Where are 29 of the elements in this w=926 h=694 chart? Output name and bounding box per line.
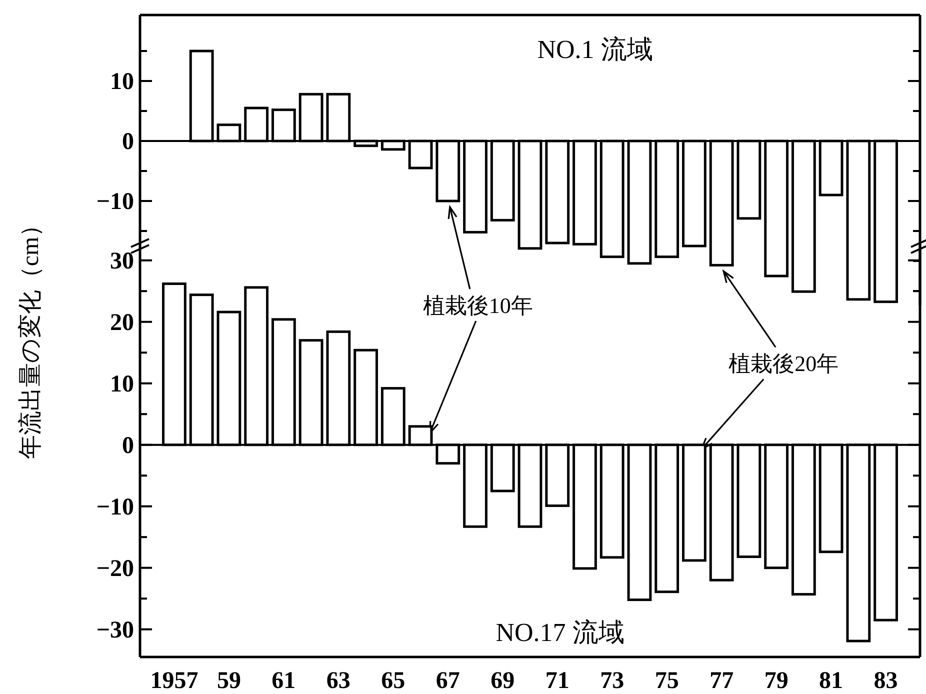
y-tick-label: 10: [110, 69, 134, 95]
y-tick-label: 30: [110, 248, 134, 274]
text: NO.17 流域: [496, 618, 624, 647]
x-tick-label: 71: [545, 668, 570, 694]
x-tick-label: 63: [326, 668, 350, 694]
x-tick-label: 79: [764, 668, 788, 694]
x-tick-label: 75: [654, 668, 679, 694]
x-tick-label: 59: [216, 668, 241, 694]
y-axis-title: 年流出量の変化（cm）: [17, 212, 44, 460]
y-tick-label: −10: [96, 494, 134, 520]
y-tick-label: 0: [122, 432, 134, 459]
x-tick-label: 67: [436, 668, 460, 694]
y-tick-label: −10: [96, 189, 134, 215]
y-tick-label: −20: [96, 556, 134, 582]
x-tick-label: 65: [381, 668, 406, 694]
y-tick-label: 20: [110, 310, 134, 336]
x-tick-label: 77: [710, 668, 734, 694]
annotation: 植栽後20年: [728, 351, 839, 376]
x-tick-label: 83: [874, 668, 898, 694]
x-tick-label: 61: [272, 668, 296, 694]
text: NO.1 流域: [537, 35, 653, 64]
x-tick-label: 1957: [150, 668, 198, 694]
y-tick-label: 10: [110, 371, 134, 398]
annotation: 植栽後10年: [422, 293, 533, 318]
x-tick-label: 69: [490, 668, 515, 694]
x-tick-label: 81: [819, 668, 844, 694]
y-tick-label: −30: [96, 617, 134, 644]
x-tick-label: 73: [600, 668, 624, 694]
y-tick-label: 0: [122, 129, 134, 155]
